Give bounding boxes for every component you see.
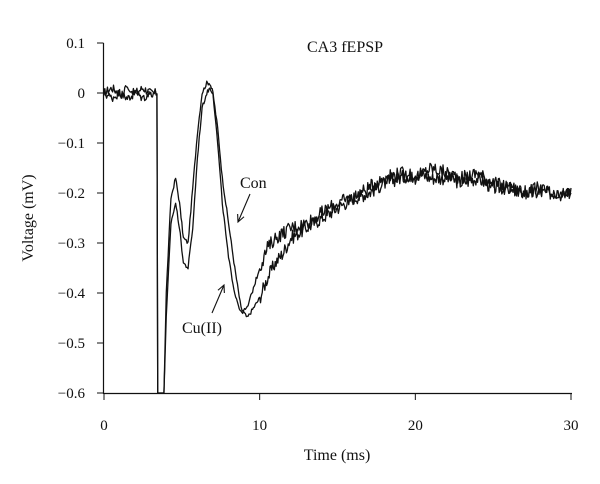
x-tick-label: 0 bbox=[100, 418, 108, 434]
annotation-arrow bbox=[237, 193, 251, 223]
annotation-label: Con bbox=[240, 175, 267, 192]
series-line-0 bbox=[103, 80, 572, 394]
x-tick-label: 20 bbox=[408, 418, 423, 434]
chart-title: CA3 fEPSP bbox=[307, 39, 383, 56]
arrowhead bbox=[217, 283, 225, 294]
plot-area: 0 10 20 300.10−0.1−0.2−0.3−0.4−0.5−0.6 ConC… bbox=[58, 36, 579, 434]
y-tick-label: 0.1 bbox=[66, 36, 85, 52]
annotations: Con Cu(II) bbox=[182, 175, 267, 337]
ticks: 0 10 20 30 0.1 0 −0.1 −0.2 −0.3 −0.4 −0.5 −0.6 bbox=[58, 36, 579, 434]
y-tick-label: −0.3 bbox=[58, 236, 85, 252]
y-tick-label: −0.1 bbox=[58, 136, 85, 152]
series-line-1 bbox=[103, 85, 572, 394]
x-tick-label: 10 bbox=[252, 418, 267, 434]
y-tick-label: −0.4 bbox=[58, 286, 86, 302]
x-tick-label: 30 bbox=[564, 418, 579, 434]
y-tick-label: −0.2 bbox=[58, 186, 85, 202]
annotation-label: Cu(II) bbox=[182, 320, 222, 337]
arrowhead bbox=[237, 213, 245, 224]
y-tick-label: −0.6 bbox=[58, 386, 86, 402]
y-tick-label: −0.5 bbox=[58, 336, 85, 352]
y-axis-title: Voltage (mV) bbox=[20, 174, 37, 261]
y-tick-label: 0 bbox=[78, 86, 86, 102]
traces bbox=[103, 80, 572, 394]
annotation-arrow bbox=[211, 284, 225, 314]
x-axis-title: Time (ms) bbox=[304, 447, 371, 464]
